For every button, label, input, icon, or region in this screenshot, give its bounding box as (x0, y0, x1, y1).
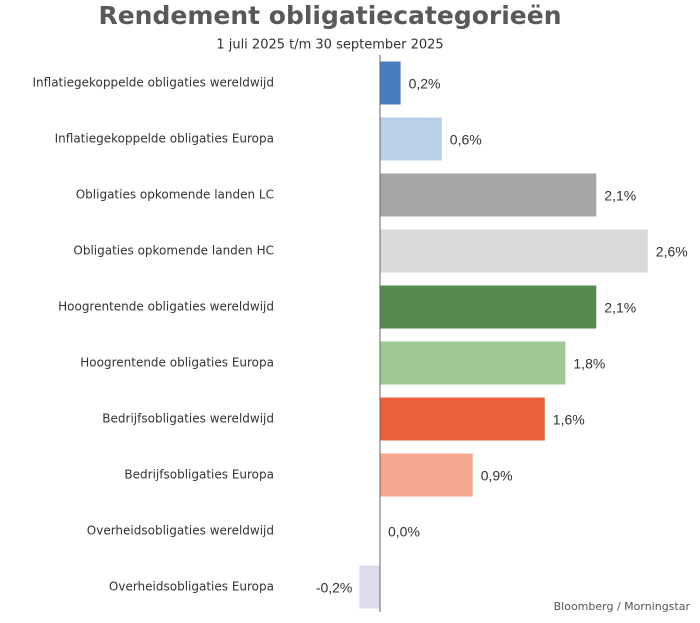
category-label: Inflatiegekoppelde obligaties wereldwijd (33, 76, 275, 90)
category-label: Bedrijfsobligaties Europa (124, 468, 274, 482)
bar (380, 341, 566, 385)
bar (380, 397, 545, 441)
category-label: Obligaties opkomende landen LC (76, 188, 274, 202)
category-label: Overheidsobligaties wereldwijd (87, 524, 274, 538)
category-label: Inflatiegekoppelde obligaties Europa (55, 132, 274, 146)
value-label: 0,2% (409, 76, 441, 92)
value-label: 0,6% (450, 132, 482, 148)
category-label: Hoogrentende obligaties wereldwijd (58, 300, 274, 314)
bar (380, 229, 648, 273)
bar (380, 61, 401, 105)
category-label: Hoogrentende obligaties Europa (80, 356, 274, 370)
value-label: 1,8% (573, 356, 605, 372)
category-label: Obligaties opkomende landen HC (73, 244, 274, 258)
value-label: 0,9% (481, 468, 513, 484)
category-label: Bedrijfsobligaties wereldwijd (102, 412, 274, 426)
bar (380, 453, 473, 497)
value-label: 1,6% (553, 412, 585, 428)
chart-subtitle: 1 juli 2025 t/m 30 september 2025 (216, 38, 443, 53)
value-label: 2,1% (604, 188, 636, 204)
category-label: Overheidsobligaties Europa (109, 580, 274, 594)
bar (380, 117, 442, 161)
bar (359, 565, 380, 609)
source: Bloomberg / Morningstar (554, 600, 691, 613)
value-label: -0,2% (316, 580, 353, 596)
value-label: 2,6% (656, 244, 688, 260)
value-label: 2,1% (604, 300, 636, 316)
bar (380, 285, 597, 329)
bar (380, 173, 597, 217)
value-label: 0,0% (388, 524, 420, 540)
chart-title: Rendement obligatiecategorieën (98, 1, 561, 30)
